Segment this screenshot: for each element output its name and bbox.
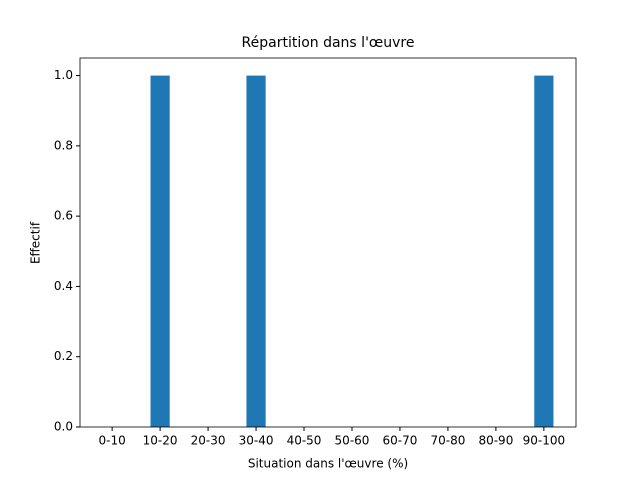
y-tick-label: 0.6 bbox=[54, 209, 73, 223]
y-tick-label: 0.2 bbox=[54, 349, 73, 363]
x-axis-label: Situation dans l'œuvre (%) bbox=[248, 457, 408, 471]
y-tick-label: 0.0 bbox=[54, 420, 73, 434]
x-tick-label: 90-100 bbox=[523, 434, 566, 448]
x-tick-label: 70-80 bbox=[430, 434, 465, 448]
x-tick-label: 20-30 bbox=[191, 434, 226, 448]
x-tick-label: 10-20 bbox=[143, 434, 178, 448]
bar bbox=[246, 75, 266, 428]
y-tick-label: 1.0 bbox=[54, 68, 73, 82]
y-axis-label: Effectif bbox=[29, 221, 43, 264]
chart-title: Répartition dans l'œuvre bbox=[242, 35, 415, 51]
x-tick-label: 80-90 bbox=[478, 434, 513, 448]
y-tick-label: 0.8 bbox=[54, 138, 73, 152]
x-tick-label: 40-50 bbox=[287, 434, 322, 448]
x-tick-label: 30-40 bbox=[239, 434, 274, 448]
bar bbox=[150, 75, 170, 428]
y-tick-label: 0.4 bbox=[54, 279, 73, 293]
plot-frame bbox=[79, 57, 577, 428]
bar bbox=[534, 75, 554, 428]
x-tick-label: 60-70 bbox=[383, 434, 418, 448]
x-tick-label: 50-60 bbox=[335, 434, 370, 448]
x-tick-label: 0-10 bbox=[99, 434, 126, 448]
